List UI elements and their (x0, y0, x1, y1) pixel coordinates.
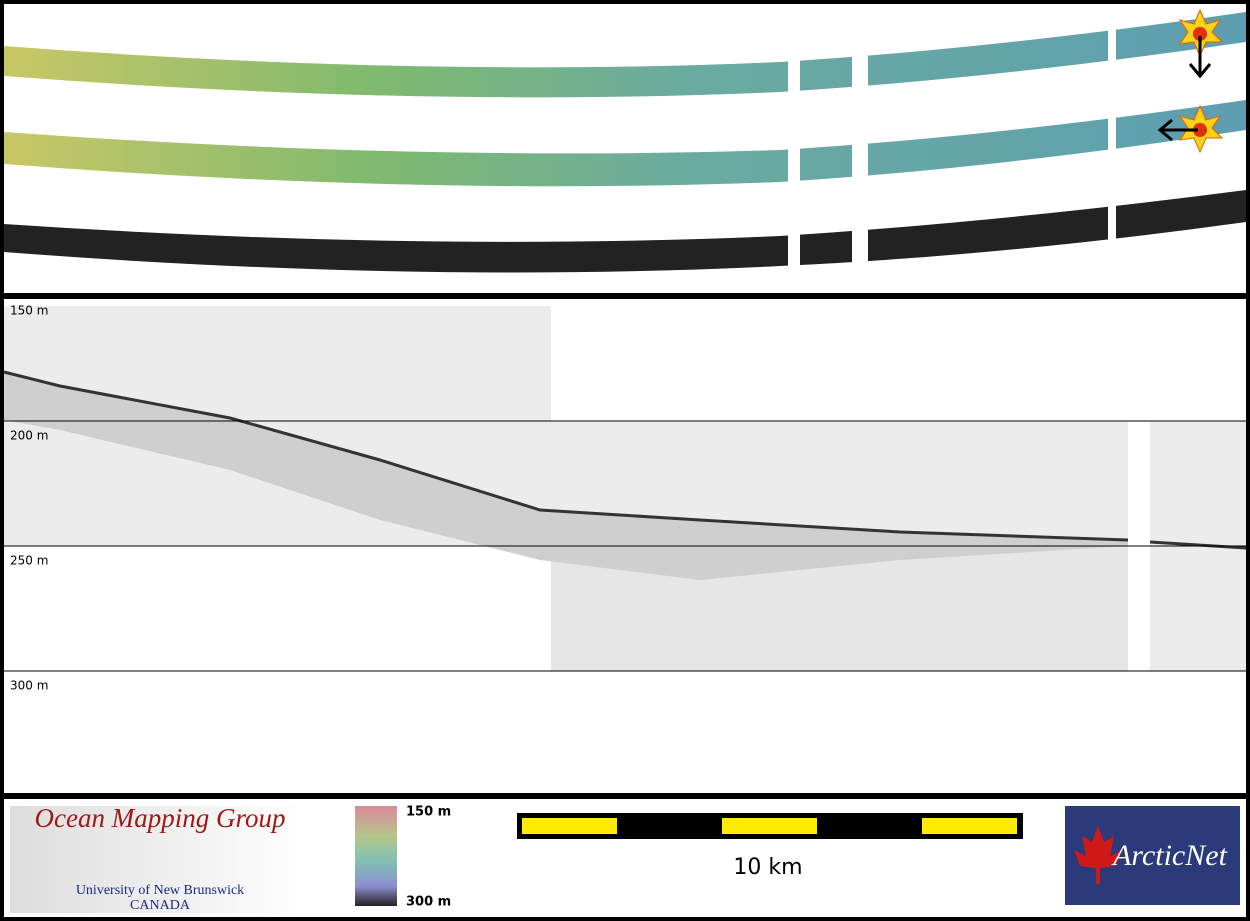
backscatter-swath (4, 190, 1246, 273)
sun-icon (1157, 104, 1224, 154)
colorbar-label: 150 m (406, 805, 451, 820)
bathymetry-swath (4, 100, 1246, 187)
maple-leaf (1074, 826, 1122, 884)
depth-label: 150 m (10, 304, 48, 318)
sub-bottom (4, 372, 1128, 580)
depth-label: 200 m (10, 429, 48, 443)
logo-country: CANADA (130, 898, 191, 913)
colorbar-label: 300 m (406, 895, 451, 910)
depth-lines (4, 420, 1246, 672)
data-gaps (788, 4, 1116, 293)
logo-title: Ocean Mapping Group (35, 803, 286, 833)
partner-logo-text: ArcticNet (1111, 839, 1228, 872)
seabed (1149, 540, 1247, 550)
scale-label: 10 km (733, 855, 802, 880)
logo-subtitle: University of New Brunswick (76, 883, 244, 898)
depth-label: 250 m (10, 554, 48, 568)
colorbar (355, 806, 397, 906)
depth-label: 300 m (10, 679, 48, 693)
sun-icon (1178, 8, 1224, 79)
logo-background (10, 806, 310, 913)
seabed (3, 370, 1129, 542)
bathymetry-swath (4, 12, 1246, 98)
scale-bar-segments (522, 818, 1017, 834)
